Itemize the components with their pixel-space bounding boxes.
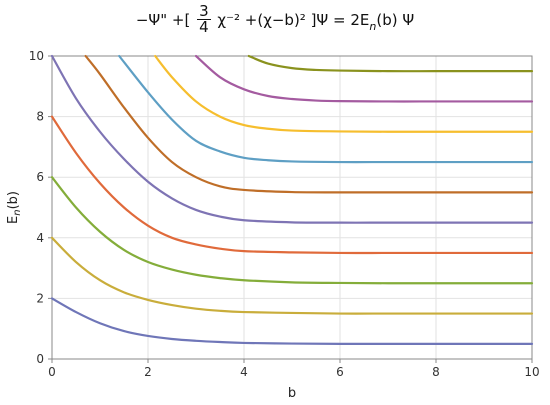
title-frac-den: 4 [199,18,209,36]
x-tick-label: 2 [144,365,152,379]
title-part2: χ⁻² +(χ−b)² ]Ψ = 2E [217,10,370,29]
series-line-n0 [50,297,534,345]
y-tick-label: 4 [36,231,44,245]
title-sub: n [369,20,377,33]
x-axis-ticks: 0 2 4 6 8 10 [48,359,540,379]
chart-title: −Ψ" +[ 3 4 χ⁻² +(χ−b)² ]Ψ = 2En(b) Ψ [0,4,550,50]
y-axis-label-main: E [6,216,21,224]
series-line-n4 [50,54,534,224]
series-group [50,54,534,345]
y-axis-label-sub: n [12,209,23,215]
series-line-n6 [118,54,534,164]
series-line-n2 [50,176,534,285]
plot-frame [51,55,533,360]
x-tick-label: 6 [336,365,344,379]
series-line-n5 [84,54,534,194]
title-frac-num: 3 [197,2,211,20]
y-tick-label: 6 [36,170,44,184]
y-tick-label: 10 [29,49,44,63]
y-tick-label: 2 [36,291,44,305]
y-axis-label: En(b) [6,191,23,224]
y-axis-label-tail: (b) [6,191,21,209]
x-axis-label: b [288,386,296,401]
series-line-n3 [50,115,534,255]
series-line-n1 [50,236,534,315]
x-tick-label: 8 [432,365,440,379]
title-part3: (b) Ψ [376,10,415,29]
title-part1: −Ψ" +[ [135,10,191,29]
x-tick-label: 0 [48,365,56,379]
x-tick-label: 4 [240,365,248,379]
x-tick-label: 10 [524,365,539,379]
series-line-n7 [154,54,534,133]
series-line-n9 [247,54,534,73]
title-fraction: 3 4 [197,4,211,35]
series-line-n8 [194,54,534,103]
y-tick-label: 8 [36,110,44,124]
y-tick-label: 0 [36,352,44,366]
y-axis-ticks: 0 2 4 6 8 10 [29,49,52,366]
